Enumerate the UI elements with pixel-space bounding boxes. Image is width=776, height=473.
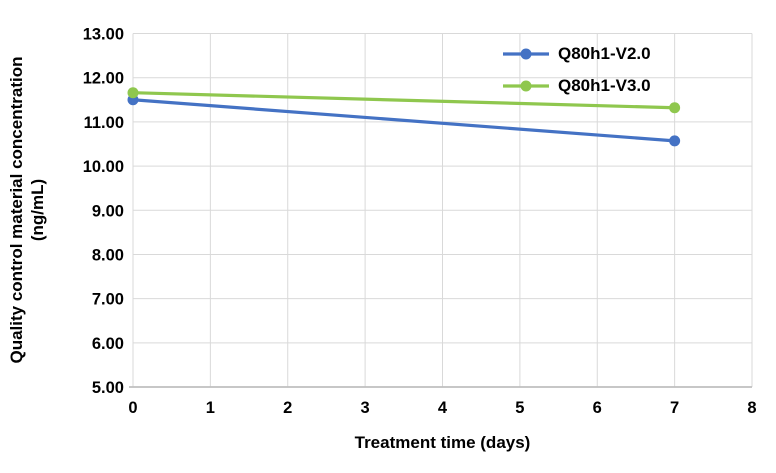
legend-marker-icon [503, 48, 549, 59]
series-line-1 [131, 91, 677, 110]
data-point-series-1 [669, 102, 681, 114]
data-point-series-1 [127, 87, 139, 99]
x-tick-label: 0 [128, 399, 137, 417]
y-tick-label: 8.00 [92, 246, 124, 264]
y-tick-label: 6.00 [92, 335, 124, 353]
legend: Q80h1-V2.0 Q80h1-V3.0 [503, 41, 651, 98]
x-axis-title: Treatment time (days) [354, 433, 531, 452]
y-tick-label: 7.00 [92, 291, 124, 309]
y-tick-label: 11.00 [84, 114, 124, 132]
legend-item-0: Q80h1-V2.0 [503, 41, 651, 66]
y-tick-label: 13.00 [83, 26, 124, 44]
data-point-series-0 [669, 135, 681, 147]
series-line-0 [131, 98, 677, 143]
legend-item-1: Q80h1-V3.0 [503, 73, 651, 98]
x-tick-label: 1 [206, 399, 215, 417]
x-tick-label: 7 [670, 399, 679, 417]
legend-label: Q80h1-V2.0 [558, 43, 651, 63]
y-tick-label: 10.00 [83, 158, 124, 176]
y-tick-label: 9.00 [92, 202, 124, 220]
x-tick-label: 4 [438, 399, 448, 417]
legend-label: Q80h1-V3.0 [558, 75, 651, 95]
x-tick-label: 2 [283, 399, 292, 417]
x-tick-label: 8 [747, 399, 756, 417]
legend-marker-icon [503, 80, 549, 91]
y-tick-label: 12.00 [83, 70, 124, 88]
x-tick-label: 5 [515, 399, 524, 417]
x-tick-label: 3 [361, 399, 370, 417]
x-tick-label: 6 [593, 399, 602, 417]
y-tick-label: 5.00 [92, 379, 124, 397]
y-axis-title: Quality control material concentration (… [7, 56, 47, 364]
